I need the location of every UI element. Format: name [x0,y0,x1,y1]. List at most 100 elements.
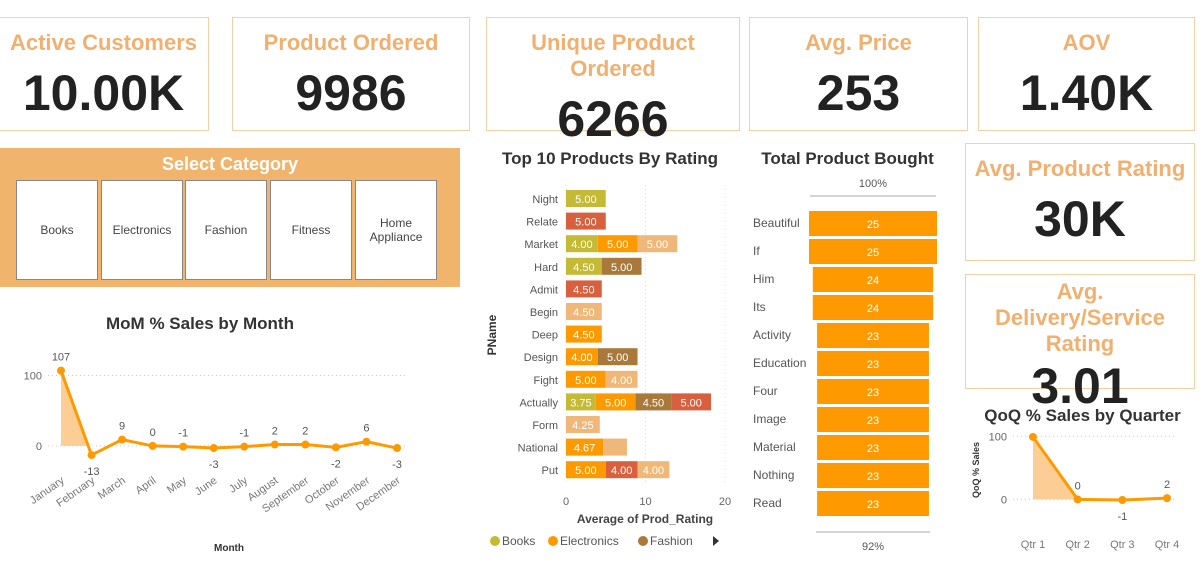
x-tick-label: June [193,475,219,499]
funnel-bar [817,407,929,432]
data-label: 5.00 [681,397,702,409]
x-tick-label: April [133,475,158,497]
y-tick-label: Design [524,352,558,364]
data-label: 5.00 [575,217,596,229]
bar-segment [566,416,600,433]
data-point [57,366,65,375]
category-fitness-button[interactable]: Fitness [270,180,352,280]
bar-segment [566,438,604,456]
kpi-value: 1.40K [1019,65,1154,121]
data-label: 5.00 [611,262,632,274]
bar-segment [566,257,602,275]
category-label: Four [753,384,778,398]
category-electronics-button[interactable]: Electronics [101,180,183,280]
data-label: 23 [867,415,879,427]
mom-line-chart: 0100107January-13February9March0April-1M… [24,352,408,554]
kpi-value: 253 [816,65,901,121]
y-tick-label: Begin [530,307,558,319]
y-tick-label: Put [541,465,558,477]
bar-segment [566,348,598,366]
bar-segment [635,393,672,411]
y-tick-label: 0 [36,441,42,453]
data-label: -2 [331,458,341,470]
bar-segment [637,461,670,479]
funnel-title: Total Product Bought [761,149,934,168]
funnel-bar [817,435,929,460]
x-tick-label: May [165,474,189,496]
bar-segment [671,393,712,411]
category-home-appliance-button[interactable]: Home Appliance [355,180,437,280]
bar-segment [601,257,642,275]
category-label: Beautiful [753,216,800,230]
y-tick-label: National [518,443,558,455]
legend-next-icon[interactable] [713,536,719,546]
legend-label: Electronics [560,534,619,548]
data-label: 5.00 [575,465,596,477]
data-point [87,451,96,460]
x-tick-label: Qtr 3 [1110,539,1134,551]
data-label: 5.00 [605,397,626,409]
y-tick-label: Deep [532,330,558,342]
bar-segment [595,393,636,411]
funnel-bar [817,491,929,516]
data-label: 23 [867,331,879,343]
kpi-avg-product-rating: Avg. Product Rating 30K [965,143,1195,261]
y-tick-label: Hard [534,262,558,274]
kpi-active-customers: Active Customers 10.00K [0,17,209,131]
kpi-value: 30K [1034,191,1126,247]
bar-segment [566,190,606,207]
data-label: -3 [392,459,402,471]
category-fashion-button[interactable]: Fashion [185,180,267,280]
kpi-title: Unique Product Ordered [531,30,695,81]
bar-segment [566,461,606,479]
data-label: -1 [1117,511,1127,523]
bar-segment [605,461,638,479]
data-point [393,444,401,453]
data-label: 2 [302,426,308,438]
data-point [209,444,218,453]
data-label: 5.00 [607,352,628,364]
y-tick-label: 100 [989,431,1007,443]
data-label: 23 [867,443,879,455]
data-point [1029,432,1037,441]
data-label: 4.50 [573,262,594,274]
legend-marker [638,536,648,546]
funnel-bar [812,295,934,320]
funnel-top-pct: 100% [859,178,887,190]
data-label: 4.00 [611,465,632,477]
kpi-title: Avg. Delivery/Service Rating [994,279,1166,356]
data-label: 23 [867,471,879,483]
data-label: 5.00 [647,239,668,251]
bar-segment [566,212,606,230]
funnel-bar [812,267,934,292]
funnel-bar [817,463,929,488]
kpi-unique-product-ordered: Unique Product Ordered 6266 [486,17,740,147]
data-label: 5.00 [607,239,628,251]
data-label: 25 [867,247,879,259]
qoq-chart-title: QoQ % Sales by Quarter [984,406,1181,425]
x-tick-label: Qtr 4 [1155,539,1179,551]
data-label: 24 [867,303,879,315]
y-tick-label: 0 [1001,494,1007,506]
x-tick-label: Qtr 2 [1065,539,1089,551]
category-books-button[interactable]: Books [16,180,98,280]
bar-segment [566,303,602,320]
kpi-title: Avg. Price [805,30,912,55]
y-tick-label: Admit [530,284,558,296]
legend-marker [490,536,500,546]
data-label: 4.00 [571,239,592,251]
bar-segment [566,393,596,411]
funnel-bar [817,351,929,376]
data-point [240,442,249,451]
kpi-aov: AOV 1.40K [978,17,1195,131]
data-point [1163,494,1171,503]
data-label: 23 [867,387,879,399]
category-label: Image [753,412,787,426]
legend-label: Fashion [650,534,693,548]
data-label: -1 [178,428,188,440]
bar-segment [605,370,638,388]
category-label: Activity [753,328,791,342]
data-label: 4.50 [573,307,594,319]
bar-segment [637,235,678,253]
data-label: 6 [363,423,369,435]
